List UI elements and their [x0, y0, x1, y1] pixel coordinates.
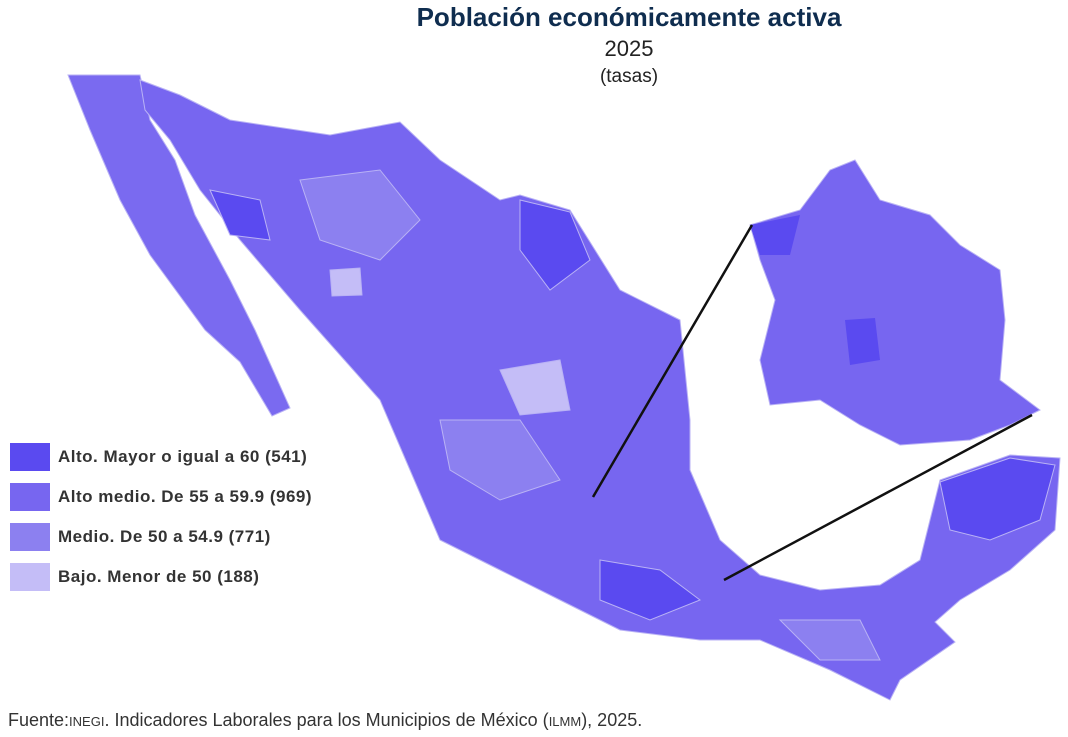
source-text: ), 2025. — [581, 710, 643, 730]
legend-item: Alto medio. De 55 a 59.9 (969) — [10, 477, 312, 517]
source-text: INEGI — [69, 714, 105, 729]
legend-swatch — [10, 483, 50, 511]
source-text: ILMM — [548, 714, 582, 729]
region-low — [329, 267, 571, 416]
source: Fuente:INEGI. Indicadores Laborales para… — [8, 710, 642, 731]
legend-swatch — [10, 523, 50, 551]
inset-connector — [723, 413, 1033, 582]
inset-connector — [591, 224, 754, 498]
legend-item: Medio. De 50 a 54.9 (771) — [10, 517, 312, 557]
legend-item: Alto. Mayor o igual a 60 (541) — [10, 437, 312, 477]
inset-highlight — [750, 215, 880, 365]
region-medium — [299, 169, 881, 661]
legend-swatch — [10, 563, 50, 591]
legend: Alto. Mayor o igual a 60 (541) Alto medio… — [10, 437, 312, 597]
legend-label: Alto. Mayor o igual a 60 (541) — [58, 447, 308, 466]
legend-label: Bajo. Menor de 50 (188) — [58, 567, 260, 586]
baja-california — [67, 74, 291, 417]
subtitle: 2025 — [604, 36, 654, 61]
units: (tasas) — [599, 66, 659, 87]
source-text: . Indicadores Laborales para los Municip… — [104, 710, 549, 730]
title: Población económicamente activa — [416, 2, 842, 32]
legend-label: Medio. De 50 a 54.9 (771) — [58, 527, 271, 546]
source-text: Fuente: — [8, 710, 70, 730]
region-high — [209, 189, 1056, 621]
inset-map — [749, 159, 1041, 446]
legend-label: Alto medio. De 55 a 59.9 (969) — [58, 487, 313, 506]
legend-item: Bajo. Menor de 50 (188) — [10, 557, 312, 597]
legend-swatch — [10, 443, 50, 471]
mexico-map — [67, 74, 1061, 701]
